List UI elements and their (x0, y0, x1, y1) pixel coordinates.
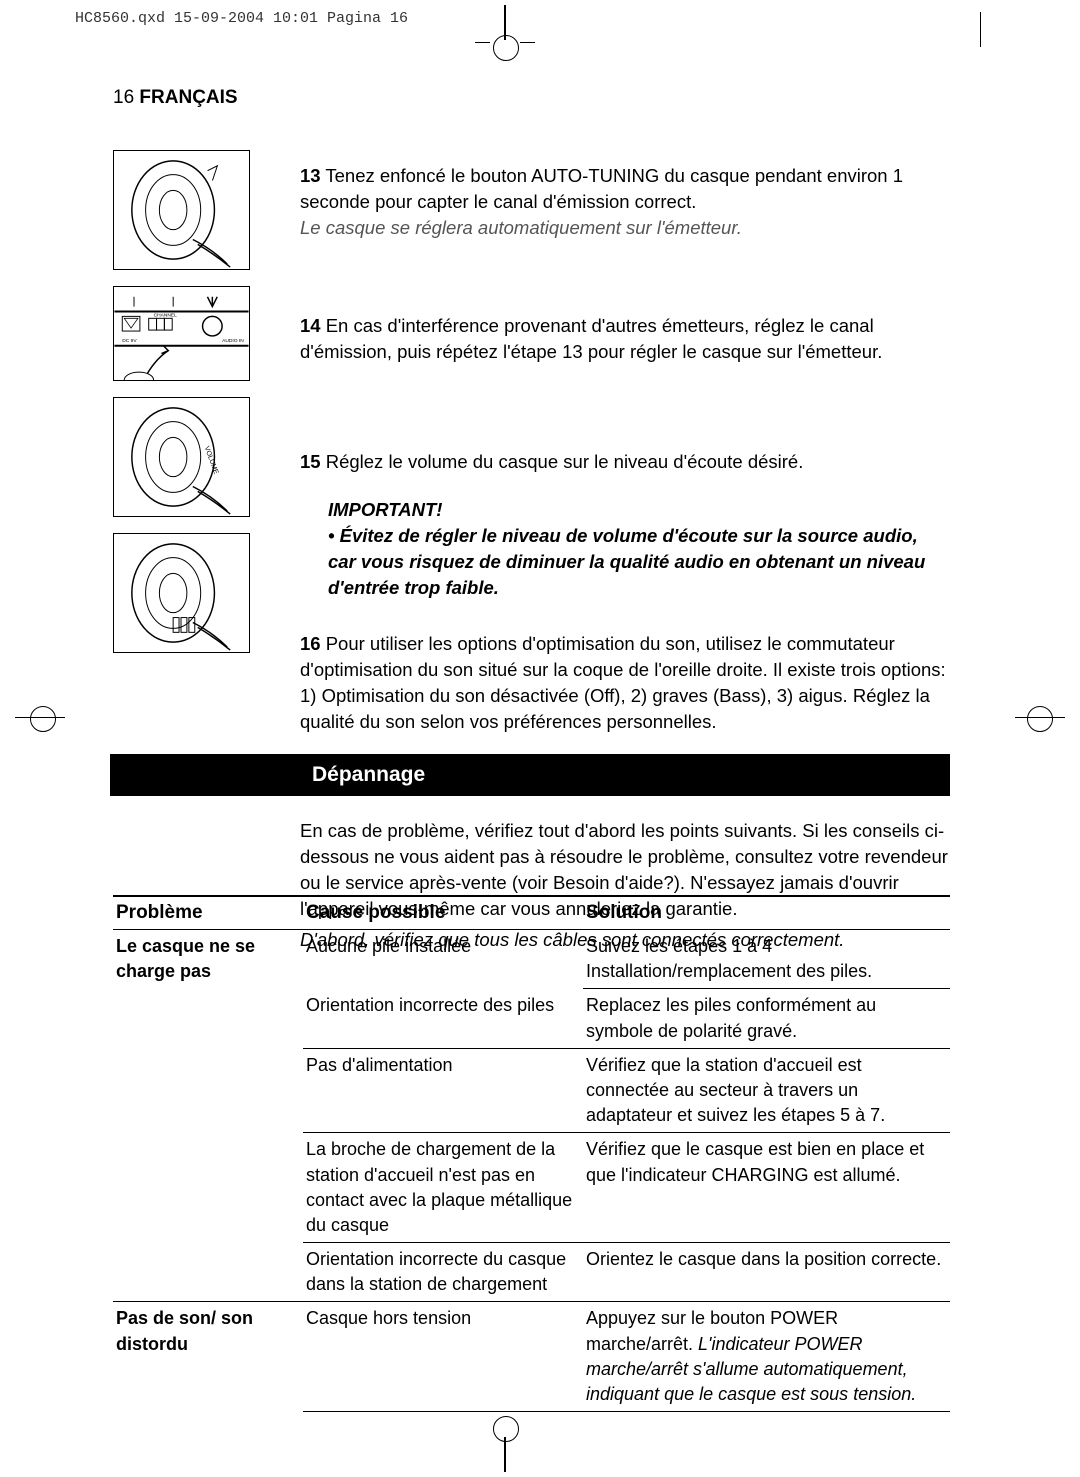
solution-cell: Suivez les étapes 1 à 4 Installation/rem… (583, 930, 950, 989)
troubleshooting-table: Problème Cause possible Solution Le casq… (113, 895, 950, 1412)
step-text: Tenez enfoncé le bouton AUTO-TUNING du c… (300, 165, 903, 212)
table-header-solution: Solution (583, 896, 950, 930)
problem-cell: Le casque ne se charge pas (113, 930, 303, 989)
step-number: 14 (300, 315, 321, 336)
cause-cell: La broche de chargement de la station d'… (303, 1133, 583, 1243)
problem-cell (113, 1133, 303, 1243)
cause-cell: Orientation incorrecte du casque dans la… (303, 1243, 583, 1302)
important-label: IMPORTANT! (328, 497, 950, 523)
step-text: Réglez le volume du casque sur le niveau… (326, 451, 804, 472)
cause-cell: Aucune pile installée (303, 930, 583, 989)
cause-cell: Pas d'alimentation (303, 1048, 583, 1133)
section-title-bar: Dépannage (110, 754, 950, 795)
table-row: Orientation incorrecte des pilesReplacez… (113, 989, 950, 1048)
table-row: Pas de son/ son distorduCasque hors tens… (113, 1302, 950, 1412)
crop-mark-left (15, 693, 65, 743)
solution-cell: Vérifiez que le casque est bien en place… (583, 1133, 950, 1243)
step-number: 15 (300, 451, 321, 472)
step-15: 15 Réglez le volume du casque sur le niv… (300, 449, 950, 600)
solution-cell: Vérifiez que la station d'accueil est co… (583, 1048, 950, 1133)
table-row: La broche de chargement de la station d'… (113, 1133, 950, 1243)
step-note: Le casque se réglera automatiquement sur… (300, 217, 742, 238)
table-header-cause: Cause possible (303, 896, 583, 930)
table-header-problem: Problème (113, 896, 303, 930)
step-16: 16 Pour utiliser les options d'optimisat… (300, 631, 950, 735)
illustration-14: CHANNEL DC 9V AUDIO IN (113, 286, 250, 381)
crop-border (980, 12, 981, 47)
svg-text:CHANNEL: CHANNEL (154, 312, 178, 318)
important-block: IMPORTANT! • Évitez de régler le niveau … (328, 497, 950, 601)
solution-cell: Appuyez sur le bouton POWER marche/arrêt… (583, 1302, 950, 1412)
step-14: 14 En cas d'interférence provenant d'aut… (300, 313, 950, 365)
crop-mark-right (1015, 693, 1065, 743)
crop-line (475, 42, 490, 43)
step-number: 16 (300, 633, 321, 654)
svg-text:DC 9V: DC 9V (122, 338, 137, 344)
cause-cell: Orientation incorrecte des piles (303, 989, 583, 1048)
illustration-15: VOLUME (113, 397, 250, 517)
step-13: 13 Tenez enfoncé le bouton AUTO-TUNING d… (300, 163, 950, 241)
solution-cell: Replacez les piles conformément au symbo… (583, 989, 950, 1048)
illustration-13 (113, 150, 250, 270)
crop-mark-bottom (480, 1422, 530, 1472)
illustration-sidebar: CHANNEL DC 9V AUDIO IN VOLUME (113, 150, 263, 669)
step-text: En cas d'interférence provenant d'autres… (300, 315, 882, 362)
problem-cell (113, 1048, 303, 1133)
problem-cell (113, 989, 303, 1048)
language-label: FRANÇAIS (139, 87, 237, 108)
table-row: Pas d'alimentationVérifiez que la statio… (113, 1048, 950, 1133)
table-row: Le casque ne se charge pasAucune pile in… (113, 930, 950, 989)
problem-cell: Pas de son/ son distordu (113, 1302, 303, 1412)
page-number: 16 (113, 87, 134, 108)
step-number: 13 (300, 165, 321, 186)
crop-mark-top (480, 5, 530, 55)
print-header: HC8560.qxd 15-09-2004 10:01 Pagina 16 (75, 10, 408, 27)
svg-text:AUDIO IN: AUDIO IN (222, 338, 244, 344)
step-text: Pour utiliser les options d'optimisation… (300, 633, 946, 732)
important-text: • Évitez de régler le niveau de volume d… (328, 523, 950, 601)
problem-cell (113, 1243, 303, 1302)
main-content: 13 Tenez enfoncé le bouton AUTO-TUNING d… (300, 163, 950, 953)
solution-cell: Orientez le casque dans la position corr… (583, 1243, 950, 1302)
page-header: 16 FRANÇAIS (113, 87, 238, 109)
cause-cell: Casque hors tension (303, 1302, 583, 1412)
svg-text:VOLUME: VOLUME (203, 445, 220, 475)
table-row: Orientation incorrecte du casque dans la… (113, 1243, 950, 1302)
crop-line (520, 42, 535, 43)
illustration-16 (113, 533, 250, 653)
